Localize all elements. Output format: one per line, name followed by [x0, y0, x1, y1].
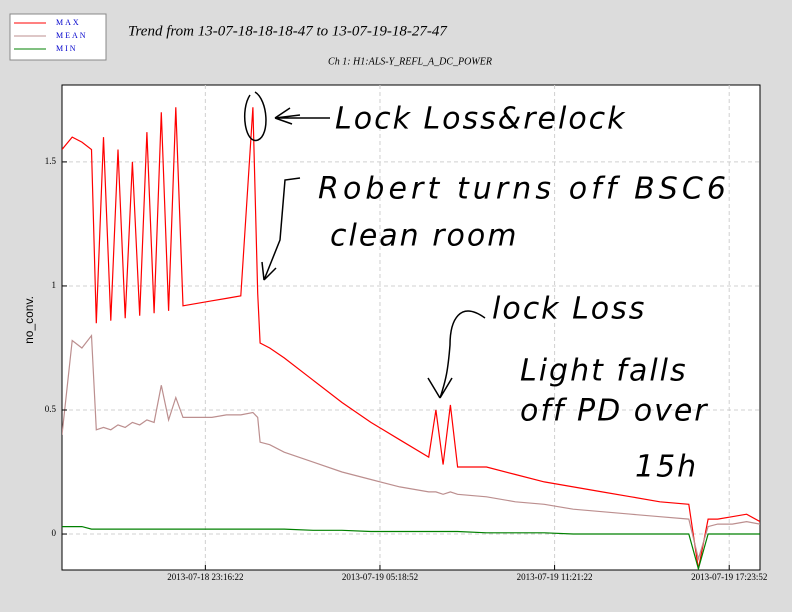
x-tick-label: 2013-07-19 17:23:52 [691, 572, 767, 582]
annotation-arrow [243, 91, 330, 142]
legend-label: MEAN [56, 31, 88, 40]
series-line [62, 107, 760, 569]
annotation: lock Loss [492, 292, 646, 327]
y-axis-label: no_conv. [22, 296, 36, 344]
annotation: 15h [635, 450, 698, 485]
series-line [62, 526, 760, 570]
legend-label: MAX [56, 18, 81, 27]
chart-title: Trend from 13-07-18-18-18-47 to 13-07-19… [128, 23, 448, 39]
x-tick-label: 2013-07-19 05:18:52 [342, 572, 418, 582]
legend-label: MIN [56, 44, 78, 53]
y-tick-label: 1.5 [45, 156, 57, 166]
annotation-arrow [261, 177, 301, 281]
chart-subtitle: Ch 1: H1:ALS-Y_REFL_A_DC_POWER [328, 56, 492, 67]
annotation: Lock Loss&relock [335, 102, 627, 137]
series-line [62, 333, 760, 562]
legend-box [9, 13, 107, 61]
annotation: clean room [330, 219, 519, 254]
x-tick-label: 2013-07-19 11:21:22 [517, 572, 593, 582]
annotation: off PD over [520, 394, 709, 429]
plot-area [61, 84, 761, 571]
y-tick-label: 0 [52, 528, 57, 538]
y-tick-label: 0.5 [45, 404, 57, 414]
annotation: Light falls [520, 354, 688, 389]
annotation-arrow [427, 310, 486, 399]
y-tick-label: 1 [52, 280, 57, 290]
x-tick-label: 2013-07-18 23:16:22 [167, 572, 243, 582]
annotation: Robert turns off BSC6 [318, 172, 728, 207]
